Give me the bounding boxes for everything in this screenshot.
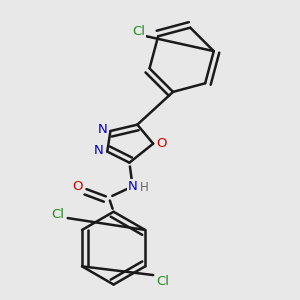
Text: H: H [140,182,149,194]
Text: N: N [98,123,107,136]
Text: O: O [73,180,83,193]
Text: Cl: Cl [52,208,65,221]
Text: O: O [156,137,166,150]
Text: N: N [94,144,104,158]
Text: N: N [128,180,137,193]
Text: Cl: Cl [132,25,146,38]
Text: Cl: Cl [156,275,169,288]
